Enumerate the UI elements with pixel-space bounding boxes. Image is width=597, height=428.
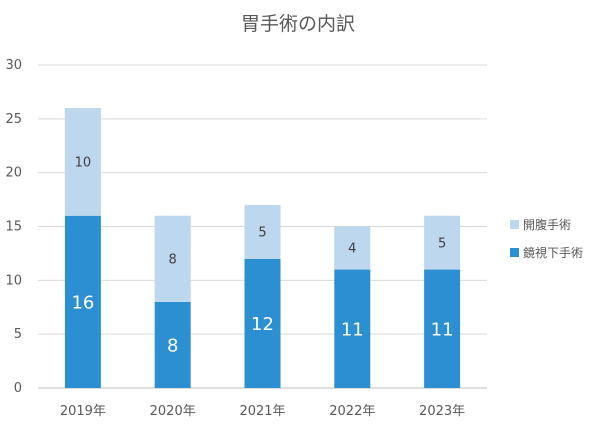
y-tick-label: 15 [5, 220, 22, 235]
bar-segment [64, 108, 101, 216]
bar-segment [154, 301, 191, 388]
data-label: 5 [258, 226, 266, 241]
x-tick-label: 2022年 [329, 404, 375, 419]
bar-segment [154, 215, 191, 302]
x-tick-label: 2020年 [150, 404, 196, 419]
y-axis: 0 5 10 15 20 25 30 [5, 58, 22, 396]
x-axis: 2019年 2020年 2021年 2022年 2023年 [60, 404, 465, 419]
bar-segment [424, 215, 461, 270]
legend-label: 鏡視下手術 [523, 245, 583, 260]
y-tick-label: 30 [5, 58, 22, 73]
y-tick-label: 5 [14, 327, 22, 342]
bar-segment [244, 204, 281, 259]
y-tick-label: 20 [5, 166, 22, 181]
legend-swatch [510, 220, 519, 229]
legend-swatch [510, 248, 519, 257]
data-labels: 16 10 8 8 12 5 11 4 11 5 [71, 156, 453, 357]
bar-segment [64, 215, 101, 388]
legend-label: 開腹手術 [523, 218, 571, 232]
chart-title: 胃手術の内訳 [241, 13, 355, 35]
x-tick-label: 2023年 [419, 404, 465, 419]
x-tick-label: 2021年 [239, 404, 285, 419]
y-tick-label: 10 [5, 273, 22, 288]
data-label: 12 [251, 314, 274, 335]
bars [64, 108, 461, 388]
data-label: 8 [167, 335, 178, 356]
data-label: 11 [431, 319, 454, 340]
data-label: 5 [438, 236, 446, 251]
data-label: 11 [341, 319, 364, 340]
x-tick-label: 2019年 [60, 404, 106, 419]
data-label: 4 [348, 242, 356, 257]
y-tick-label: 0 [14, 381, 22, 396]
bar-segment [334, 226, 371, 270]
y-tick-label: 25 [5, 112, 22, 127]
bar-segment [244, 258, 281, 388]
bar-segment [334, 269, 371, 388]
bar-segment [424, 269, 461, 388]
data-label: 8 [169, 252, 177, 267]
data-label: 16 [71, 292, 94, 313]
data-label: 10 [75, 156, 92, 171]
